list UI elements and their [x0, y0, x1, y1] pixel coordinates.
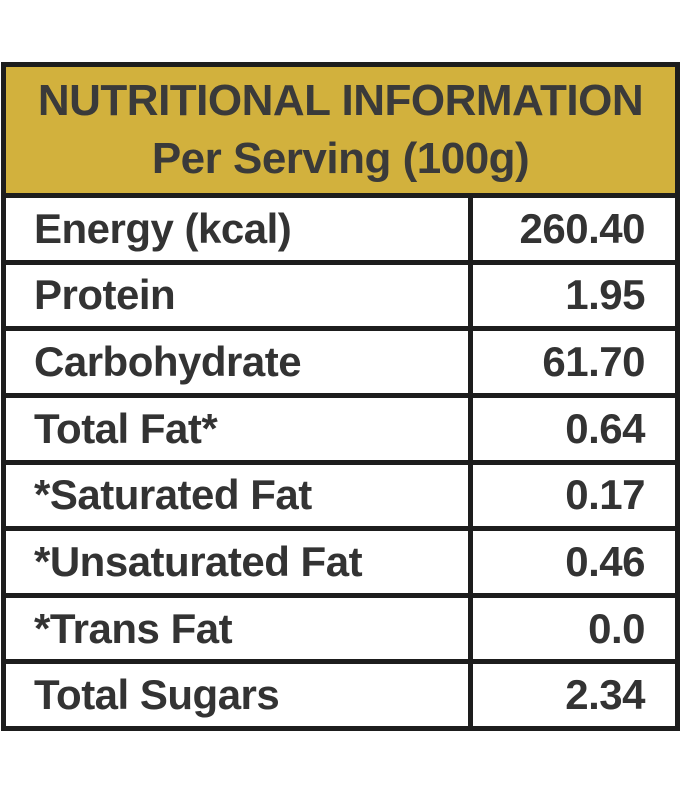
- nutrient-label: Total Fat*: [34, 404, 218, 452]
- table-row: *Unsaturated Fat 0.46: [6, 526, 675, 593]
- nutrient-value: 0.64: [468, 397, 675, 460]
- table-row: Total Sugars 2.34: [6, 659, 675, 726]
- nutrient-label: Energy (kcal): [34, 204, 292, 252]
- table-row: *Saturated Fat 0.17: [6, 459, 675, 527]
- nutrient-label: Protein: [34, 271, 176, 319]
- table-row: Carbohydrate 61.70: [6, 326, 675, 393]
- table-header: NUTRITIONAL INFORMATION Per Serving (100…: [6, 67, 675, 193]
- table-row: *Trans Fat 0.0: [6, 592, 675, 660]
- nutrient-value: 0.0: [468, 597, 675, 660]
- nutrient-value: 0.17: [468, 464, 675, 527]
- nutrient-value: 2.34: [468, 664, 675, 726]
- nutrient-label: *Trans Fat: [34, 604, 233, 652]
- nutrient-label: *Saturated Fat: [34, 471, 312, 519]
- nutrient-label: *Unsaturated Fat: [34, 537, 363, 585]
- table-row: Total Fat* 0.64: [6, 392, 675, 460]
- table-row: Protein 1.95: [6, 259, 675, 327]
- nutrient-label: Carbohydrate: [34, 338, 302, 386]
- nutrient-value: 260.40: [468, 198, 675, 260]
- nutrient-value: 61.70: [468, 331, 675, 393]
- header-title-line2: Per Serving (100g): [151, 134, 530, 183]
- nutrition-table: NUTRITIONAL INFORMATION Per Serving (100…: [1, 62, 680, 731]
- table-row: Energy (kcal) 260.40: [6, 193, 675, 260]
- nutrient-label: Total Sugars: [34, 671, 280, 719]
- nutrient-value: 0.46: [468, 531, 675, 593]
- header-title-line1: NUTRITIONAL INFORMATION: [37, 76, 644, 125]
- nutrient-value: 1.95: [468, 264, 675, 327]
